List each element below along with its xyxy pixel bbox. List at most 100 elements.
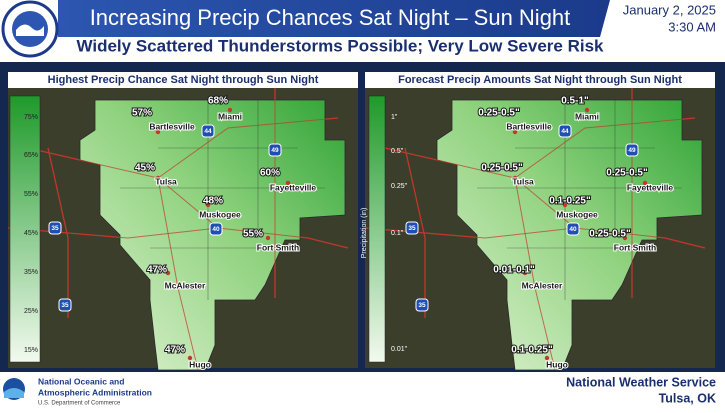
interstate-shield: [558, 124, 572, 138]
city-name: Muskogee: [199, 209, 241, 219]
city-dot: [512, 175, 518, 181]
city-dot: [562, 202, 568, 208]
forecast-label: 68%: [208, 96, 228, 107]
legend-title: Precipitation (in): [361, 208, 368, 259]
city-name: Hugo: [189, 359, 211, 369]
subtitle: Widely Scattered Thunderstorms Possible;…: [76, 36, 604, 55]
header-band: [58, 0, 610, 37]
city-name: Miami: [218, 111, 242, 121]
city-dot: [155, 175, 161, 181]
interstate-shield: [201, 124, 215, 138]
highway: [157, 177, 199, 371]
forecast-label: 0.25-0.5": [589, 229, 631, 240]
city-dot: [265, 235, 271, 241]
city-dot: [622, 235, 628, 241]
interstate-shield: [405, 221, 419, 235]
highway: [384, 117, 696, 179]
interstate-shield: [209, 222, 223, 236]
title: Increasing Precip Chances Sat Night – Su…: [90, 5, 571, 30]
city-name: McAlester: [165, 280, 206, 290]
legend-label: 65%: [24, 152, 38, 159]
highway: [47, 147, 69, 318]
shield-label: 49: [628, 147, 636, 154]
city-name: Fort Smith: [614, 242, 657, 252]
legend-label: 55%: [24, 191, 38, 198]
city-dot: [155, 129, 161, 135]
legend-label: 25%: [24, 308, 38, 315]
shield-label: 49: [271, 147, 279, 154]
legend-label: 75%: [24, 114, 38, 121]
city-dot: [584, 107, 590, 113]
shield-label: 44: [561, 128, 569, 135]
highway: [404, 147, 426, 318]
shield-label: 35: [418, 302, 426, 309]
noaa-logo-wave: [4, 388, 24, 398]
date: January 2, 2025: [623, 2, 716, 17]
city-name: Fort Smith: [257, 242, 300, 252]
panels: Highest Precip Chance Sat Night through …: [7, 72, 715, 371]
legend-label: 35%: [24, 269, 38, 276]
interstate-shield: [268, 143, 282, 157]
shield-label: 35: [408, 225, 416, 232]
map-panel: Forecast Precip Amounts Sat Night throug…: [361, 72, 715, 371]
panel-title-bar: [365, 72, 715, 88]
panel-title-bar: [8, 72, 358, 88]
city-name: Bartlesville: [506, 121, 552, 131]
map-panel: Highest Precip Chance Sat Night through …: [7, 72, 358, 371]
time: 3:30 AM: [668, 19, 716, 34]
highway: [7, 227, 219, 239]
panel-title: Highest Precip Chance Sat Night through …: [48, 74, 319, 86]
city-name: Tulsa: [512, 176, 534, 186]
forecast-label: 0.5-1": [561, 96, 589, 107]
shield-label: 40: [212, 226, 220, 233]
legend-label: 0.25": [391, 183, 408, 190]
shield-label: 44: [204, 128, 212, 135]
city-name: Fayetteville: [270, 182, 317, 192]
legend-bar: [9, 95, 41, 363]
legend-bar: [368, 95, 386, 363]
forecast-label: 47%: [147, 265, 167, 276]
city-dot: [512, 129, 518, 135]
city-dot: [187, 355, 193, 361]
city-dot: [205, 202, 211, 208]
city-dot: [165, 270, 171, 276]
city-dot: [642, 180, 648, 186]
city-name: Tulsa: [155, 176, 177, 186]
city-dot: [227, 107, 233, 113]
city-name: Miami: [575, 111, 599, 121]
forecast-label: 0.25-0.5": [478, 108, 520, 119]
forecast-label: 47%: [165, 345, 185, 356]
interstate-shield: [48, 221, 62, 235]
forecast-label: 0.25-0.5": [606, 168, 648, 179]
agency-line2: Atmospheric Administration: [38, 387, 152, 397]
forecast-label: 0.01-0.1": [493, 265, 535, 276]
forecast-label: 48%: [203, 196, 223, 207]
city-name: Fayetteville: [627, 182, 674, 192]
interstate-shield: [58, 298, 72, 312]
legend-label: 1": [391, 114, 398, 121]
city-name: McAlester: [522, 280, 563, 290]
interstate-shield: [566, 222, 580, 236]
city-dot: [285, 180, 291, 186]
forecast-label: 0.1-0.25": [511, 345, 553, 356]
highway: [364, 227, 576, 239]
legend-label: 0.1": [391, 230, 404, 237]
forecast-label: 45%: [135, 163, 155, 174]
interstate-shield: [415, 298, 429, 312]
interstate-shield: [625, 143, 639, 157]
location: Tulsa, OK: [659, 391, 716, 405]
city-name: Muskogee: [556, 209, 598, 219]
shield-label: 35: [51, 225, 59, 232]
shield-label: 40: [569, 226, 577, 233]
city-dot: [522, 270, 528, 276]
forecast-label: 57%: [132, 108, 152, 119]
nws-logo-cloud: [16, 24, 44, 36]
legend-label: 15%: [24, 347, 38, 354]
shield-label: 35: [61, 302, 69, 309]
highway: [514, 177, 556, 371]
forecast-label: 0.1-0.25": [549, 196, 591, 207]
city-dot: [544, 355, 550, 361]
legend-label: 0.5": [391, 148, 404, 155]
department: U.S. Department of Commerce: [38, 401, 121, 407]
city-name: Hugo: [546, 359, 568, 369]
